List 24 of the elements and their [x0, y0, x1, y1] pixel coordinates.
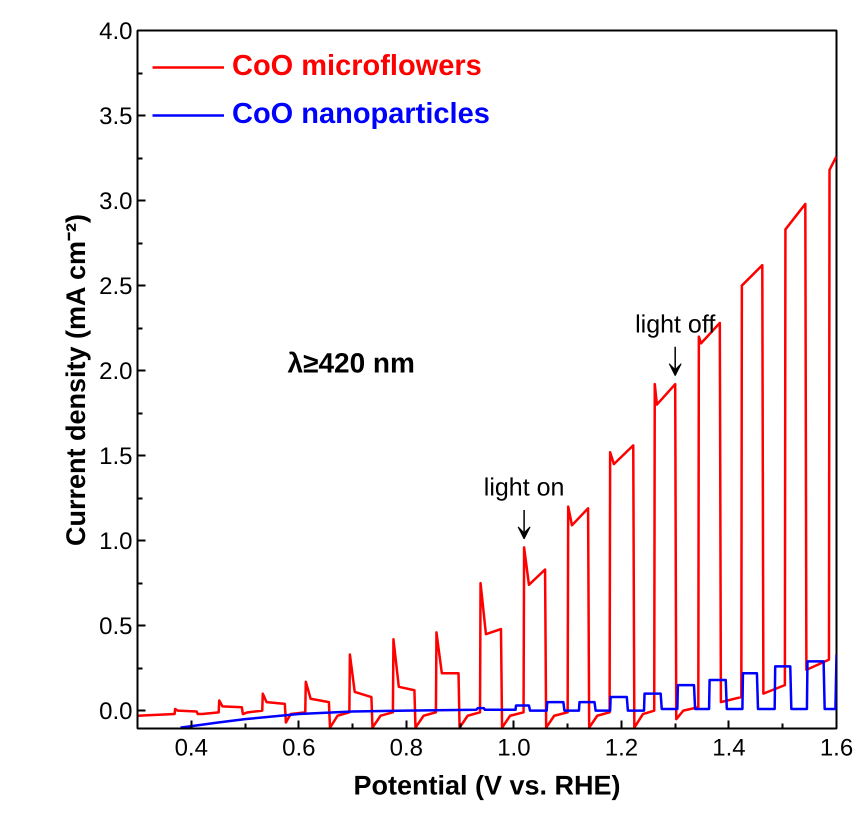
legend-label: CoO microflowers	[232, 50, 482, 83]
annotation: light off	[635, 310, 716, 338]
y-axis-title: Current density (mA cm⁻²)	[61, 214, 92, 546]
x-tick-label: 1.6	[820, 734, 854, 762]
y-tick-label: 3.0	[99, 188, 133, 216]
x-tick-label: 1.0	[497, 734, 531, 762]
y-tick-label: 0.0	[99, 698, 133, 726]
x-tick-label: 0.4	[174, 734, 208, 762]
y-tick-label: 1.5	[99, 443, 133, 470]
y-tick-label: 3.5	[99, 103, 133, 130]
y-tick-label: 4.0	[99, 18, 133, 45]
x-tick-label: 0.6	[282, 734, 316, 762]
y-tick-label: 2.0	[99, 358, 133, 386]
annotation: λ≥420 nm	[288, 348, 415, 378]
legend-label: CoO nanoparticles	[232, 98, 490, 131]
x-tick-label: 0.8	[390, 734, 424, 762]
y-tick-label: 1.0	[99, 528, 133, 556]
line-series	[179, 653, 836, 728]
y-tick-label: 0.5	[99, 613, 133, 640]
x-tick-label: 1.4	[712, 734, 746, 762]
x-tick-label: 1.2	[604, 734, 638, 762]
annotation: light on	[484, 474, 564, 502]
x-axis-title: Potential (V vs. RHE)	[353, 770, 621, 800]
y-tick-label: 2.5	[99, 273, 133, 300]
